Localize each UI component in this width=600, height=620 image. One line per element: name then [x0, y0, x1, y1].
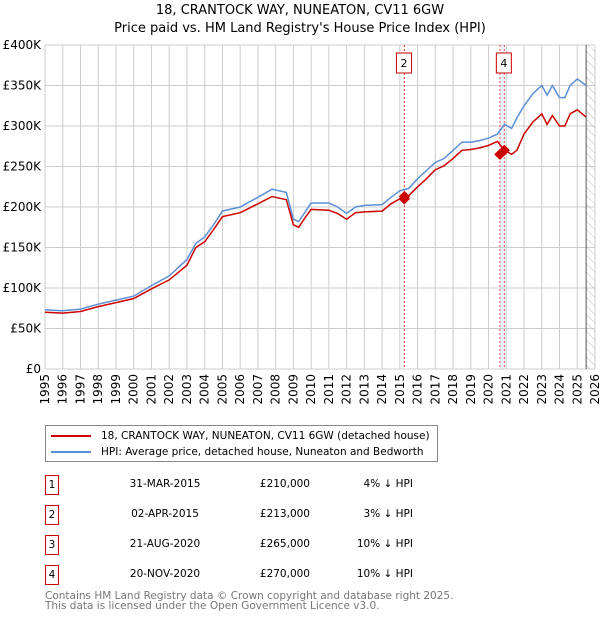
x-tick-label: 2005	[215, 374, 229, 405]
x-tick-label: 2014	[375, 374, 389, 405]
transaction-date: 20-NOV-2020	[129, 568, 201, 580]
hpi-line	[44, 78, 587, 312]
x-tick-label: 2011	[322, 374, 336, 405]
x-tick-label: 2021	[499, 374, 513, 405]
transaction-hpi-diff: 4% ↓ HPI	[363, 478, 413, 490]
sale-label-text: 2	[400, 57, 407, 70]
x-tick-label: 2018	[446, 374, 460, 405]
y-tick-label: £350K	[3, 79, 43, 93]
x-tick-label: 2010	[304, 374, 318, 405]
x-tick-label: 1995	[38, 374, 52, 405]
x-tick-label: 2022	[517, 374, 531, 405]
legend-hpi: HPI: Average price, detached house, Nune…	[101, 446, 424, 458]
transaction-date: 02-APR-2015	[131, 508, 199, 520]
x-tick-label: 1997	[73, 374, 87, 405]
legend-swatch-hpi	[51, 451, 91, 453]
chart-title: 18, CRANTOCK WAY, NUNEATON, CV11 6GW	[155, 3, 445, 18]
x-tick-label: 2023	[535, 374, 549, 405]
x-tick-label: 2025	[570, 374, 584, 405]
transaction-price: £213,000	[259, 508, 310, 520]
price-chart: 1995 1996 1997 1998 1999 2000 2001 2002 2003 2004…	[3, 38, 600, 405]
footer: Contains HM Land Registry data © Crown c…	[45, 590, 454, 612]
transaction-row: 3 21-AUG-2020 £265,000 10% ↓ HPI	[45, 535, 545, 555]
y-tick-label: £400K	[3, 38, 43, 52]
sale-marker	[498, 144, 510, 156]
legend: 18, CRANTOCK WAY, NUNEATON, CV11 6GW (de…	[45, 425, 438, 462]
y-tick-label: £200K	[3, 200, 43, 214]
x-tick-label: 2024	[553, 374, 567, 405]
x-tick-label: 2009	[286, 374, 300, 405]
x-tick-label: 2020	[482, 374, 496, 405]
x-tick-label: 1999	[109, 374, 123, 405]
property-price-line	[44, 108, 587, 314]
transaction-number: 2	[45, 505, 59, 525]
transaction-price: £265,000	[259, 538, 310, 550]
transaction-number: 4	[45, 565, 59, 585]
x-tick-label: 2006	[233, 374, 247, 405]
y-tick-label: £150K	[3, 241, 43, 255]
x-tick-label: 2008	[269, 374, 283, 405]
transaction-row: 2 02-APR-2015 £213,000 3% ↓ HPI	[45, 505, 545, 525]
x-tick-label: 2002	[162, 374, 176, 405]
x-tick-label: 2026	[588, 374, 600, 405]
x-tick-label: 2007	[251, 374, 265, 405]
x-tick-label: 2012	[340, 374, 354, 405]
y-tick-label: £250K	[3, 160, 43, 174]
x-tick-label: 2016	[411, 374, 425, 405]
x-tick-label: 2019	[464, 374, 478, 405]
chart-subtitle: Price paid vs. HM Land Registry's House …	[114, 21, 486, 36]
transaction-row: 1 31-MAR-2015 £210,000 4% ↓ HPI	[45, 475, 545, 495]
transaction-number: 3	[45, 535, 59, 555]
transaction-date: 21-AUG-2020	[129, 538, 201, 550]
transaction-price: £210,000	[259, 478, 310, 490]
y-tick-label: £50K	[10, 322, 42, 336]
x-tick-label: 2004	[198, 374, 212, 405]
x-tick-label: 1996	[56, 374, 70, 405]
x-tick-label: 2003	[180, 374, 194, 405]
legend-property: 18, CRANTOCK WAY, NUNEATON, CV11 6GW (de…	[101, 430, 430, 442]
x-tick-label: 2017	[428, 374, 442, 405]
y-tick-label: £0	[26, 362, 41, 376]
x-tick-label: 1998	[91, 374, 105, 405]
x-tick-label: 2013	[357, 374, 371, 405]
sale-label-box	[395, 52, 412, 74]
transaction-hpi-diff: 10% ↓ HPI	[356, 568, 413, 580]
footer-line1: Contains HM Land Registry data © Crown c…	[45, 590, 454, 602]
sale-label-box	[495, 52, 512, 74]
x-tick-label: 2015	[393, 374, 407, 405]
transaction-hpi-diff: 10% ↓ HPI	[356, 538, 413, 550]
transaction-hpi-diff: 3% ↓ HPI	[363, 508, 413, 520]
footer-line2: This data is licensed under the Open Gov…	[45, 600, 380, 612]
transaction-price: £270,000	[259, 568, 310, 580]
forecast-hatch	[586, 45, 595, 369]
y-tick-label: £300K	[3, 119, 43, 133]
legend-swatch-property	[51, 435, 91, 437]
y-tick-label: £100K	[3, 281, 43, 295]
transaction-number: 1	[45, 475, 59, 495]
sale-label-text: 4	[500, 57, 507, 70]
x-tick-label: 2000	[127, 374, 141, 405]
transaction-row: 4 20-NOV-2020 £270,000 10% ↓ HPI	[45, 565, 545, 585]
sale-marker	[398, 190, 411, 203]
x-tick-label: 2001	[144, 374, 158, 405]
transaction-date: 31-MAR-2015	[129, 478, 201, 490]
